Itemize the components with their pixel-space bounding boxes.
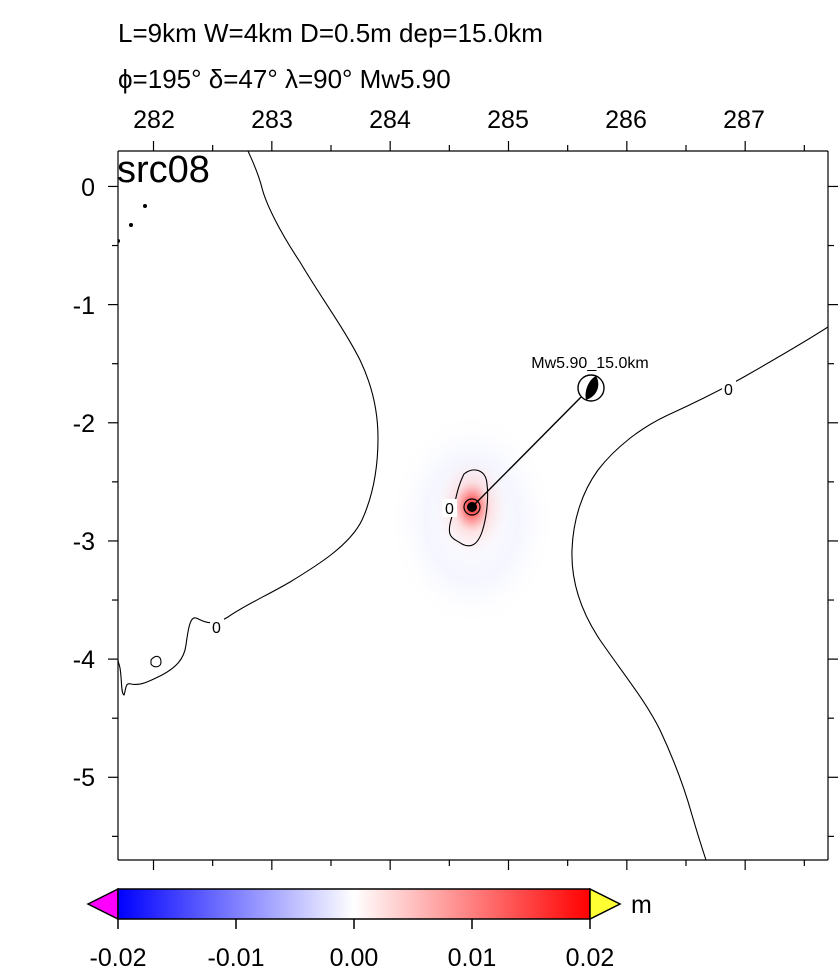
colorbar-gradient (117, 888, 591, 920)
x-tick-label: 287 (723, 106, 765, 134)
contour-label-east: 0 (724, 382, 733, 399)
x-tick-label: 283 (251, 106, 293, 134)
colorbar-unit: m (631, 891, 652, 919)
focal-mechanism-beachball (577, 374, 605, 402)
x-tick-label: 282 (133, 106, 175, 134)
contour-label-west: 0 (212, 620, 221, 637)
map-frame (117, 150, 829, 861)
x-tick-label: 286 (605, 106, 647, 134)
epicenter-marker (463, 498, 481, 516)
source-label: src08 (117, 149, 210, 191)
map-title-parameters: L=9km W=4km D=0.5m dep=15.0km (118, 18, 543, 48)
x-tick-label: 285 (487, 106, 529, 134)
colorbar-tick-label: 0.00 (330, 944, 379, 972)
mechanism-label: Mw5.90_15.0km (531, 355, 648, 372)
y-axis-labels: 0 -1 -2 -3 -4 -5 (73, 174, 95, 792)
colorbar-tick-label: -0.01 (208, 944, 265, 972)
y-tick-label: -3 (73, 528, 95, 556)
y-tick-label: -2 (73, 410, 95, 438)
x-axis-labels: 282 283 284 285 286 287 (133, 106, 765, 134)
colorbar: m -0.02 -0.01 0.00 0.01 0.02 (86, 887, 652, 972)
epicenter-dot (467, 502, 477, 512)
x-tick-label: 284 (369, 106, 411, 134)
zero-contour-west (118, 151, 379, 696)
y-tick-label: -5 (73, 764, 95, 792)
y-tick-label: -4 (73, 646, 95, 674)
colorbar-high-overflow-triangle (589, 887, 622, 921)
colorbar-tick-label: 0.01 (448, 944, 497, 972)
map-title-source-angles: ϕ=195° δ=47° λ=90° Mw5.90 (118, 64, 451, 94)
mechanism-leader-line (471, 387, 591, 508)
contour-label-uplift: 0 (445, 501, 454, 518)
y-tick-label: -1 (73, 292, 95, 320)
axis-ticks (108, 141, 838, 870)
colorbar-tick-label: 0.02 (566, 944, 615, 972)
colorbar-tick-label: -0.02 (90, 944, 147, 972)
colorbar-low-overflow-triangle (86, 887, 119, 921)
zero-contour-islet (150, 655, 162, 668)
y-tick-label: 0 (81, 174, 95, 202)
